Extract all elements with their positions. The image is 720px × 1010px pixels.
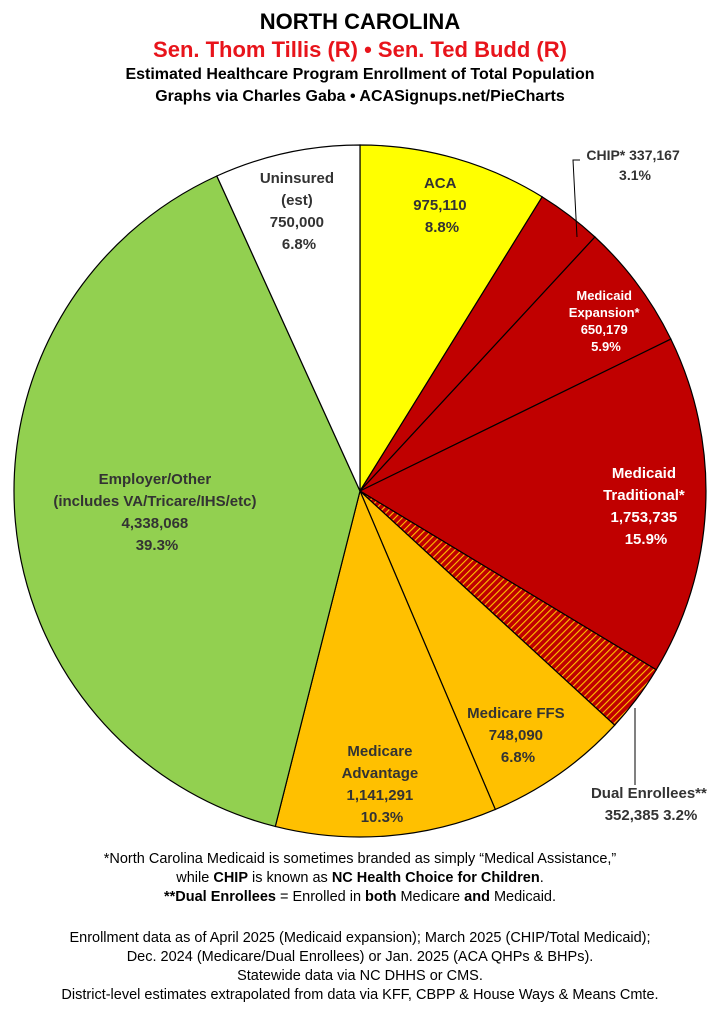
pie-slice-medicare-ffs [359,490,616,811]
chart-title: NORTH CAROLINA [259,9,461,34]
dual-enrollees-label: Dual Enrollees** 352,385 3.2% [591,785,711,824]
pie-slice-uninsured-est [216,144,361,492]
medicaid-traditional-label: Medicaid Traditional* 1,753,735 15.9% [603,465,689,548]
source-line: Dec. 2024 (Medicare/Dual Enrollees) or J… [126,949,594,965]
chip-label: CHIP* 337,167 3.1% [586,147,683,183]
employer-other-label: Employer/Other (includes VA/Tricare/IHS/… [53,471,260,554]
data-sources: Enrollment data as of April 2025 (Medica… [0,929,720,1005]
pie-slice-aca [359,144,544,494]
chip-leader-line [572,159,580,238]
footnote-dual: **Dual Enrollees = Enrolled in both Medi… [163,889,557,905]
footnote-chip: while CHIP is known as NC Health Choice … [176,870,544,886]
credit-line: Graphs via Charles Gaba • ACASignups.net… [155,88,565,105]
pie-chart: ACA 975,110 8.8% CHIP* 337,167 3.1% Medi… [13,144,711,838]
chart-subtitle: Estimated Healthcare Program Enrollment … [125,66,595,83]
aca-label: ACA 975,110 8.8% [413,175,471,236]
pie-slices [13,144,707,838]
pie-slice-medicaid-expansion [359,236,672,492]
medicaid-expansion-label: Medicaid Expansion* 650,179 5.9% [569,288,643,354]
chart-header: NORTH CAROLINA Sen. Thom Tillis (R) • Se… [0,8,720,108]
pie-slice-employer-other-includes-va-tricare-ihs-etc [13,175,361,828]
source-line: Statewide data via NC DHHS or CMS. [237,968,483,984]
footnotes: *North Carolina Medicaid is sometimes br… [0,850,720,907]
uninsured-label: Uninsured (est) 750,000 6.8% [260,170,338,253]
pie-slice-medicare-advantage [274,489,497,838]
leader-lines [572,159,636,785]
footnote-medicaid: *North Carolina Medicaid is sometimes br… [103,851,617,867]
pie-slice-medicaid-traditional [358,338,707,671]
senators-line: Sen. Thom Tillis (R) • Sen. Ted Budd (R) [153,37,567,62]
medicare-ffs-label: Medicare FFS 748,090 6.8% [467,705,569,766]
source-line: Enrollment data as of April 2025 (Medica… [69,930,651,946]
medicare-advantage-label: Medicare Advantage 1,141,291 10.3% [342,743,423,826]
source-line: District-level estimates extrapolated fr… [61,987,659,1003]
